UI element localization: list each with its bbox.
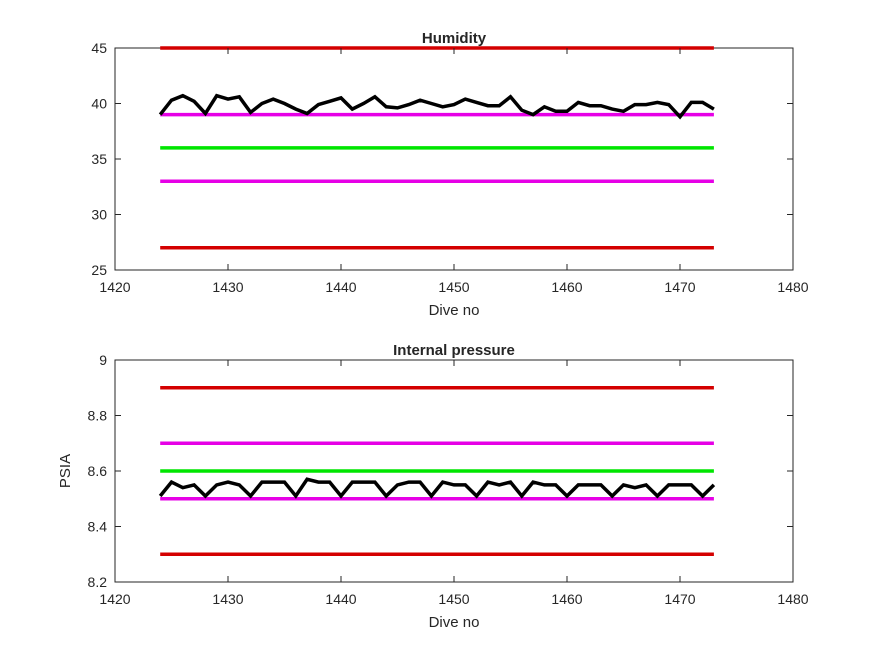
chart-title: Humidity — [422, 30, 487, 47]
y-tick-label: 45 — [91, 40, 107, 56]
x-tick-label: 1480 — [777, 279, 808, 295]
y-tick-label: 8.8 — [88, 408, 108, 424]
x-tick-label: 1460 — [551, 279, 582, 295]
y-tick-label: 9 — [99, 352, 107, 368]
y-tick-label: 35 — [91, 151, 107, 167]
x-tick-label: 1440 — [325, 591, 356, 607]
x-tick-label: 1420 — [99, 591, 130, 607]
series-line-6 — [158, 93, 715, 120]
x-axis-label: Dive no — [429, 614, 480, 631]
y-axis-label: PSIA — [57, 454, 74, 488]
x-tick-label: 1470 — [664, 279, 695, 295]
x-tick-label: 1430 — [212, 591, 243, 607]
axes-box — [114, 47, 794, 271]
x-tick-label: 1430 — [212, 279, 243, 295]
y-tick-label: 40 — [91, 96, 107, 112]
x-tick-label: 1460 — [551, 591, 582, 607]
x-axis-label: Dive no — [429, 302, 480, 319]
x-tick-label: 1440 — [325, 279, 356, 295]
x-tick-label: 1480 — [777, 591, 808, 607]
y-tick-label: 25 — [91, 262, 107, 278]
x-tick-label: 1420 — [99, 279, 130, 295]
series-line-6 — [158, 477, 716, 499]
y-tick-label: 8.6 — [88, 463, 108, 479]
subplot-1: 1420 1430 1440 1450 1460 1470 1480 25 30 35 40 45 Hu… — [91, 30, 808, 319]
subplot-2: 1420 1430 1440 1450 1460 1470 1480 8.2 8.4 8.6 8.8… — [57, 342, 809, 631]
y-tick-label: 30 — [91, 207, 107, 223]
x-tick-label: 1450 — [438, 591, 469, 607]
x-tick-label: 1450 — [438, 279, 469, 295]
chart-title: Internal pressure — [393, 342, 515, 359]
y-tick-label: 8.4 — [88, 519, 108, 535]
y-tick-label: 8.2 — [88, 574, 108, 590]
x-tick-label: 1470 — [664, 591, 695, 607]
